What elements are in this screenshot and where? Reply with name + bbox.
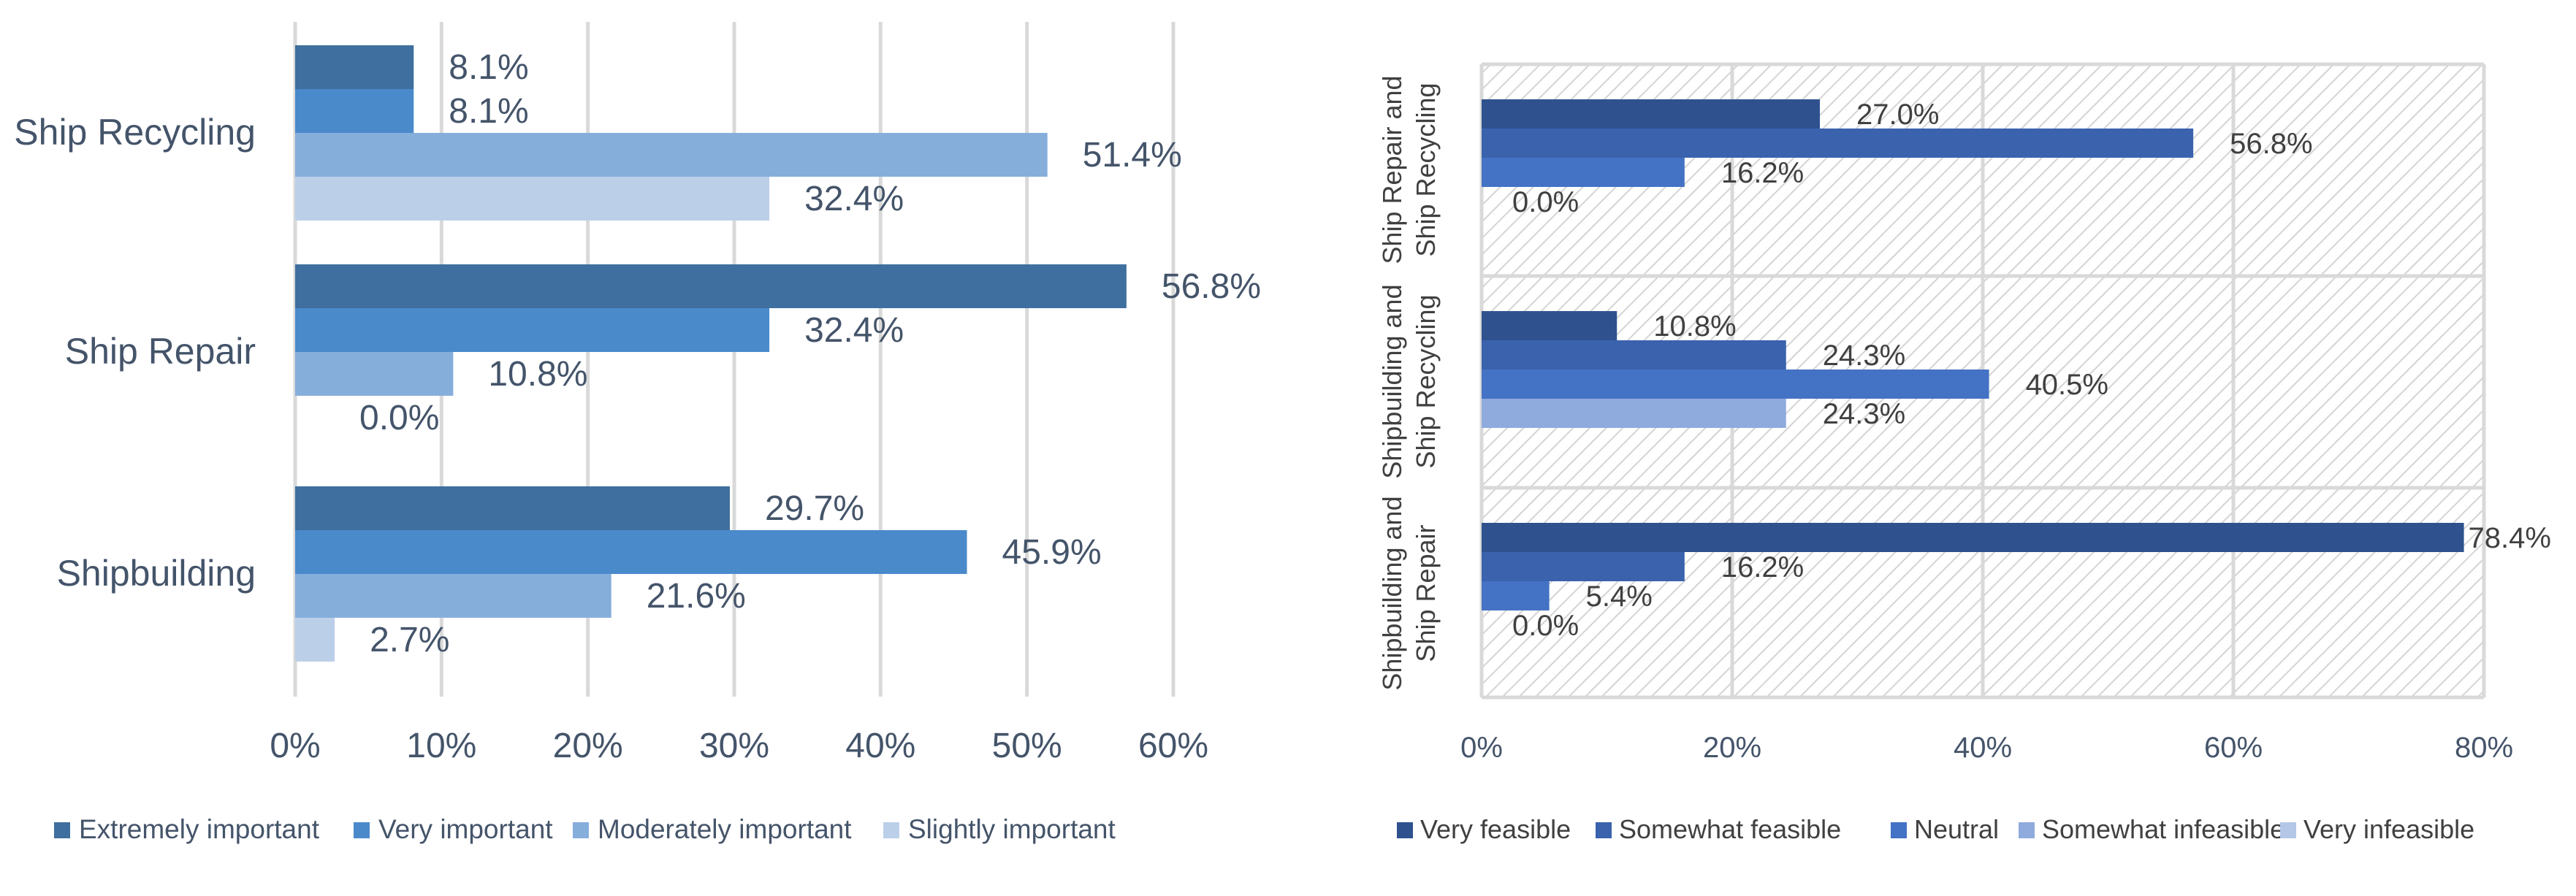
- legend-label-1: Very important: [378, 814, 553, 844]
- data-label-1-3: 24.3%: [1823, 398, 1905, 430]
- x-tick-label-30: 30%: [699, 727, 769, 765]
- bar-2-3: [295, 618, 335, 662]
- bar-1-0: [1482, 311, 1617, 340]
- data-label-1-2: 10.8%: [488, 355, 587, 394]
- bar-1-2: [295, 352, 454, 396]
- legend-swatch-2: [573, 822, 589, 838]
- bar-0-0: [1482, 99, 1821, 129]
- data-label-0-1: 8.1%: [449, 92, 528, 131]
- category-label-2-line-0: Shipbuilding and: [1377, 496, 1407, 690]
- legend-label-1: Somewhat feasible: [1619, 814, 1841, 844]
- x-tick-label-60: 60%: [2204, 732, 2263, 764]
- legend-swatch-1: [354, 822, 370, 838]
- legend-label-4: Very infeasible: [2303, 814, 2474, 844]
- data-label-2-2: 5.4%: [1586, 581, 1653, 613]
- category-label-1-line-0: Shipbuilding and: [1377, 284, 1407, 478]
- legend-label-2: Moderately important: [598, 814, 852, 844]
- legend-swatch-3: [883, 822, 899, 838]
- bar-0-2: [295, 133, 1048, 177]
- legend-label-0: Extremely important: [79, 814, 320, 844]
- data-label-2-0: 78.4%: [2469, 522, 2551, 554]
- data-label-1-0: 56.8%: [1162, 267, 1261, 306]
- legend-label-3: Somewhat infeasible: [2042, 814, 2285, 844]
- bar-2-0: [295, 486, 730, 530]
- x-tick-label-20: 20%: [553, 727, 623, 765]
- data-label-0-0: 27.0%: [1856, 99, 1939, 131]
- legend-swatch-0: [54, 822, 70, 838]
- importance-chart: 0% 10% 20% 30% 40% 50% 60% 8.1% 8.1% 51.4% 32.4% Sh…: [14, 22, 1261, 844]
- data-label-1-3: 0.0%: [359, 399, 439, 437]
- category-label-1-line-1: Ship Recycling: [1411, 294, 1441, 468]
- data-label-0-1: 56.8%: [2230, 128, 2312, 160]
- bar-0-2: [1482, 158, 1685, 187]
- x-tick-label-0: 0%: [1460, 732, 1503, 764]
- data-label-2-3: 2.7%: [370, 621, 449, 659]
- legend-swatch-0: [1397, 822, 1413, 838]
- category-label-2: Shipbuilding: [57, 553, 256, 594]
- legend-swatch-2: [1891, 822, 1907, 838]
- bar-2-2: [295, 574, 611, 618]
- legend-label-3: Slightly important: [908, 814, 1116, 844]
- x-tick-label-0: 0%: [270, 727, 320, 765]
- bar-1-1: [295, 308, 770, 352]
- bar-1-2: [1482, 369, 1989, 399]
- feasibility-chart: 0% 20% 40% 60% 80% 27.0% 56.8% 16.2% 0.0% Ship Re…: [1377, 62, 2551, 844]
- data-label-1-2: 40.5%: [2026, 369, 2108, 401]
- data-label-0-2: 16.2%: [1721, 157, 1804, 189]
- bar-2-1: [295, 530, 967, 574]
- bar-1-3: [1482, 399, 1786, 428]
- bar-0-0: [295, 45, 414, 89]
- data-label-1-1: 24.3%: [1823, 340, 1905, 372]
- data-label-0-0: 8.1%: [449, 48, 528, 87]
- category-label-1: Ship Repair: [65, 331, 256, 372]
- data-label-1-1: 32.4%: [804, 311, 904, 350]
- data-label-2-3: 0.0%: [1512, 610, 1579, 642]
- legend-swatch-3: [2019, 822, 2035, 838]
- x-tick-label-50: 50%: [992, 727, 1062, 765]
- category-label-0-line-0: Ship Repair and: [1377, 75, 1407, 264]
- data-label-2-2: 21.6%: [647, 577, 746, 616]
- x-tick-label-20: 20%: [1703, 732, 1761, 764]
- data-label-2-1: 45.9%: [1002, 533, 1102, 572]
- bar-0-3: [295, 177, 770, 221]
- data-label-2-0: 29.7%: [765, 489, 864, 528]
- data-label-0-3: 0.0%: [1512, 186, 1579, 218]
- bar-1-1: [1482, 340, 1786, 369]
- bar-2-1: [1482, 552, 1685, 581]
- x-tick-label-60: 60%: [1138, 727, 1208, 765]
- legend-label-0: Very feasible: [1420, 814, 1571, 844]
- x-tick-label-80: 80%: [2455, 732, 2513, 764]
- data-label-0-2: 51.4%: [1083, 136, 1182, 175]
- x-tick-label-40: 40%: [845, 727, 915, 765]
- data-label-2-1: 16.2%: [1721, 551, 1804, 583]
- bar-2-0: [1482, 523, 2464, 552]
- bar-1-0: [295, 264, 1127, 308]
- bar-0-1: [1482, 129, 2194, 158]
- category-label-0-line-1: Ship Recycling: [1411, 83, 1441, 256]
- bar-0-1: [295, 89, 414, 133]
- category-label-0: Ship Recycling: [14, 112, 256, 153]
- legend-label-2: Neutral: [1914, 814, 1999, 844]
- x-tick-label-40: 40%: [1954, 732, 2012, 764]
- data-label-0-3: 32.4%: [804, 180, 904, 218]
- legend-swatch-1: [1596, 822, 1612, 838]
- legend-swatch-4: [2280, 822, 2296, 838]
- bar-2-2: [1482, 581, 1550, 610]
- data-label-1-0: 10.8%: [1653, 310, 1736, 342]
- x-tick-label-10: 10%: [406, 727, 476, 765]
- category-label-2-line-1: Ship Repair: [1411, 524, 1441, 662]
